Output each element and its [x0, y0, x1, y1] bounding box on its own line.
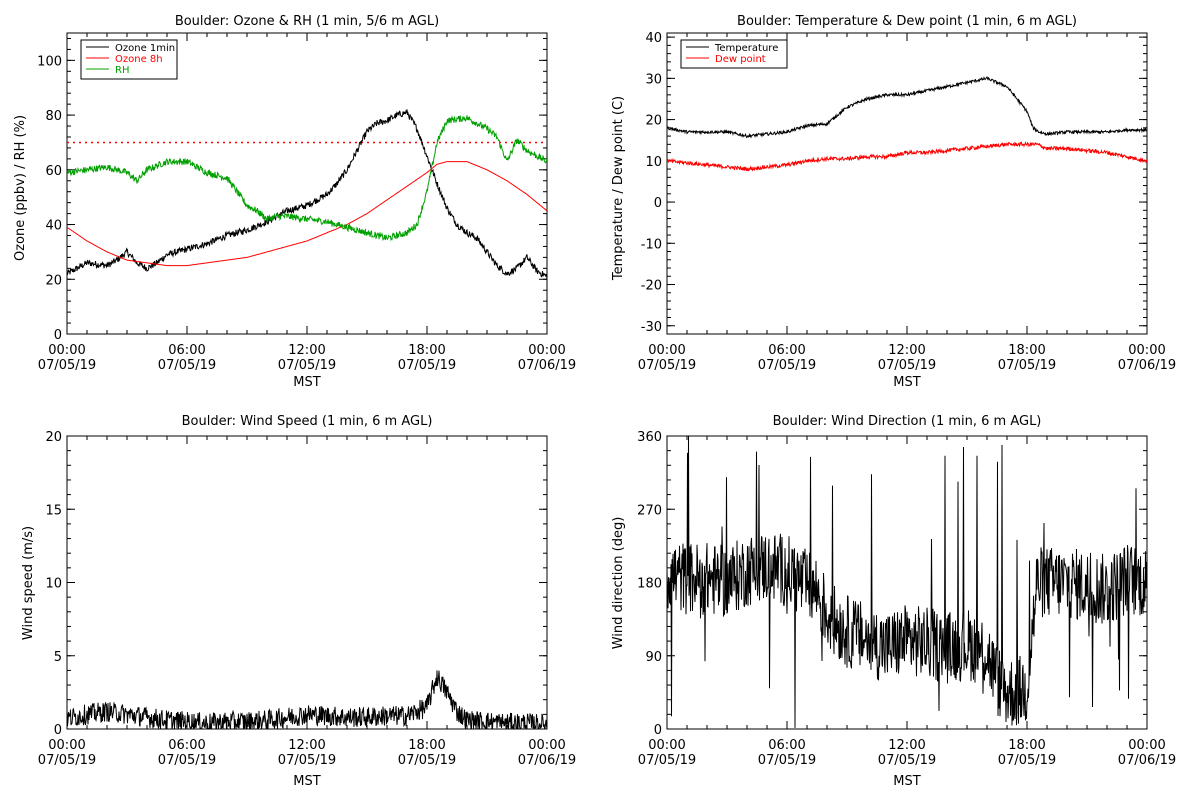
- x-tick-time: 06:00: [168, 738, 205, 753]
- x-axis-label: MST: [293, 375, 320, 390]
- x-tick-time: 18:00: [408, 343, 445, 358]
- legend-label: Temperature: [714, 43, 778, 54]
- x-tick-date: 07/05/19: [158, 358, 216, 373]
- y-tick-label: 15: [45, 503, 62, 518]
- x-tick-date: 07/05/19: [398, 358, 456, 373]
- x-tick-time: 12:00: [288, 738, 325, 753]
- x-tick-time: 12:00: [888, 738, 925, 753]
- y-axis-label: Temperature / Dew point (C): [611, 96, 626, 281]
- y-axis-label: Ozone (ppbv) / RH (%): [13, 115, 28, 261]
- legend-label: Ozone 8h: [115, 54, 163, 65]
- plot-frame: [666, 32, 1148, 335]
- series-line-temperature: [667, 76, 1147, 139]
- x-tick-date: 07/05/19: [278, 753, 336, 768]
- series-line-0: [67, 670, 547, 729]
- x-tick-time: 00:00: [648, 343, 685, 358]
- y-tick-label: 30: [645, 72, 662, 87]
- chart-title: Boulder: Ozone & RH (1 min, 5/6 m AGL): [175, 14, 439, 29]
- y-tick-label: 80: [45, 109, 62, 124]
- x-tick-time: 06:00: [768, 343, 805, 358]
- y-tick-label: 100: [37, 54, 62, 69]
- y-tick-label: -30: [641, 320, 662, 335]
- x-tick-time: 06:00: [168, 343, 205, 358]
- x-tick-date: 07/05/19: [638, 753, 696, 768]
- x-tick-date: 07/05/19: [38, 753, 96, 768]
- wind-speed-panel: Boulder: Wind Speed (1 min, 6 m AGL) Win…: [21, 414, 576, 789]
- y-tick-label: 90: [645, 650, 662, 665]
- y-tick-label: 20: [45, 430, 62, 445]
- x-tick-time: 12:00: [288, 343, 325, 358]
- legend-label: RH: [115, 65, 129, 76]
- x-tick-date: 07/05/19: [758, 753, 816, 768]
- x-tick-time: 18:00: [1008, 343, 1045, 358]
- wind-direction-panel: Boulder: Wind Direction (1 min, 6 m AGL)…: [611, 414, 1176, 789]
- x-axis-label: MST: [893, 774, 920, 789]
- y-tick-label: 0: [654, 723, 662, 738]
- x-tick-date: 07/05/19: [638, 358, 696, 373]
- series-line-rh: [67, 115, 547, 242]
- y-tick-label: 10: [45, 577, 62, 592]
- y-tick-label: 180: [637, 577, 662, 592]
- x-tick-time: 00:00: [1128, 343, 1165, 358]
- temperature-dewpoint-panel: Boulder: Temperature & Dew point (1 min,…: [611, 14, 1176, 390]
- series-line-ozone-1min: [67, 109, 547, 280]
- y-tick-label: 20: [645, 114, 662, 129]
- y-tick-label: 40: [45, 219, 62, 234]
- legend-box: [680, 39, 788, 69]
- x-tick-time: 18:00: [1008, 738, 1045, 753]
- y-tick-label: 0: [54, 723, 62, 738]
- x-tick-time: 12:00: [888, 343, 925, 358]
- chart-title: Boulder: Wind Speed (1 min, 6 m AGL): [182, 414, 433, 429]
- y-tick-label: 360: [637, 430, 662, 445]
- x-tick-date: 07/05/19: [998, 358, 1056, 373]
- x-tick-date: 07/05/19: [38, 358, 96, 373]
- x-axis-label: MST: [893, 375, 920, 390]
- x-tick-date: 07/06/19: [1118, 358, 1176, 373]
- x-tick-date: 07/05/19: [278, 358, 336, 373]
- x-tick-time: 00:00: [528, 738, 565, 753]
- ozone-rh-panel: Boulder: Ozone & RH (1 min, 5/6 m AGL) O…: [13, 14, 576, 390]
- y-axis-label: Wind speed (m/s): [21, 526, 36, 640]
- x-axis-label: MST: [293, 774, 320, 789]
- x-tick-date: 07/06/19: [1118, 753, 1176, 768]
- x-tick-time: 00:00: [48, 738, 85, 753]
- x-tick-date: 07/05/19: [758, 358, 816, 373]
- y-tick-label: 0: [54, 328, 62, 343]
- series-line-dew-point: [667, 140, 1147, 172]
- x-tick-time: 00:00: [48, 343, 85, 358]
- x-tick-date: 07/05/19: [878, 358, 936, 373]
- x-tick-time: 00:00: [528, 343, 565, 358]
- y-tick-label: 40: [645, 31, 662, 46]
- series-line-ozone-8h: [67, 161, 547, 267]
- x-tick-time: 18:00: [408, 738, 445, 753]
- plot-frame: [66, 435, 548, 730]
- legend-label: Dew point: [715, 54, 766, 65]
- y-tick-label: 20: [45, 273, 62, 288]
- chart-title: Boulder: Temperature & Dew point (1 min,…: [737, 14, 1077, 29]
- series-line-0: [667, 436, 1147, 728]
- x-tick-date: 07/05/19: [998, 753, 1056, 768]
- chart-title: Boulder: Wind Direction (1 min, 6 m AGL): [773, 414, 1042, 429]
- x-tick-time: 00:00: [648, 738, 685, 753]
- legend-label: Ozone 1min: [115, 43, 175, 54]
- y-tick-label: 0: [654, 196, 662, 211]
- y-axis-label: Wind direction (deg): [611, 517, 626, 650]
- y-tick-label: -20: [641, 279, 662, 294]
- x-tick-date: 07/06/19: [518, 753, 576, 768]
- y-tick-label: 60: [45, 164, 62, 179]
- x-tick-date: 07/05/19: [158, 753, 216, 768]
- y-tick-label: -10: [641, 237, 662, 252]
- x-tick-date: 07/05/19: [398, 753, 456, 768]
- y-tick-label: 270: [637, 503, 662, 518]
- y-tick-label: 5: [54, 650, 62, 665]
- x-tick-time: 00:00: [1128, 738, 1165, 753]
- y-tick-label: 10: [645, 155, 662, 170]
- x-tick-time: 06:00: [768, 738, 805, 753]
- x-tick-date: 07/05/19: [878, 753, 936, 768]
- x-tick-date: 07/06/19: [518, 358, 576, 373]
